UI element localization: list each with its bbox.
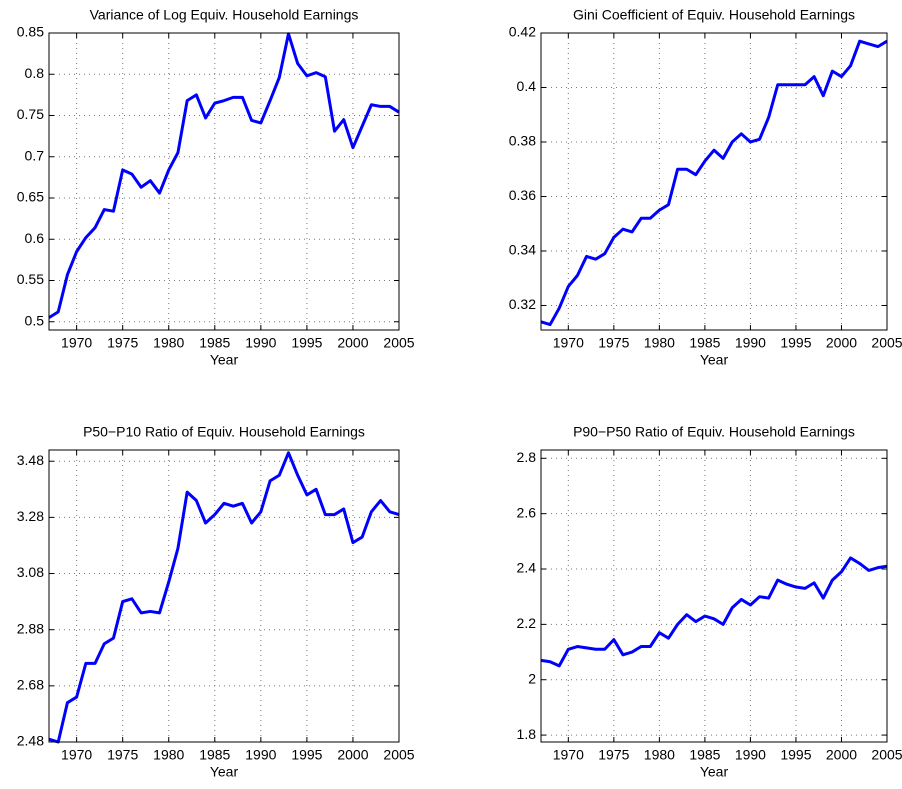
axes-frame: [48, 32, 400, 331]
y-tick-label: 0.85: [17, 24, 44, 40]
x-tick-label: 2000: [337, 335, 368, 351]
y-tick-label: 0.4: [517, 78, 537, 94]
data-line: [540, 556, 888, 668]
y-tick-label: 1.8: [517, 726, 537, 742]
x-tick-label: 2005: [383, 747, 414, 763]
y-tick-label: 0.36: [509, 187, 536, 203]
axes-frame: [48, 449, 400, 743]
y-tick-label: 0.7: [25, 147, 45, 163]
x-tick-label: 1970: [61, 335, 92, 351]
y-tick-label: 2: [528, 670, 536, 686]
x-tick-label: 1995: [780, 747, 811, 763]
y-tick-label: 0.75: [17, 106, 44, 122]
y-tick-label: 2.48: [17, 733, 44, 749]
x-tick-label: 1985: [689, 335, 720, 351]
chart-title: P50−P10 Ratio of Equiv. Household Earnin…: [83, 424, 365, 440]
y-tick-label: 0.32: [509, 296, 536, 312]
y-tick-label: 2.6: [517, 504, 537, 520]
x-tick-label: 1985: [689, 747, 720, 763]
plot-area: [541, 33, 887, 330]
y-tick-label: 0.6: [25, 230, 45, 246]
y-tick-label: 0.34: [509, 242, 536, 258]
x-tick-label: 1975: [598, 335, 629, 351]
x-axis-label: Year: [210, 352, 239, 368]
y-tick-label: 3.48: [17, 452, 44, 468]
y-tick-label: 3.08: [17, 564, 44, 580]
x-tick-label: 2005: [871, 335, 902, 351]
x-tick-label: 2000: [826, 747, 857, 763]
x-axis-label: Year: [210, 764, 239, 780]
x-tick-label: 1985: [199, 335, 230, 351]
chart-title: Variance of Log Equiv. Household Earning…: [90, 7, 359, 23]
data-line: [48, 32, 400, 319]
x-tick-label: 2000: [337, 747, 368, 763]
y-tick-label: 0.38: [509, 133, 536, 149]
y-tick-label: 2.8: [517, 449, 537, 465]
x-tick-label: 1985: [199, 747, 230, 763]
y-tick-label: 0.65: [17, 189, 44, 205]
x-tick-label: 2005: [871, 747, 902, 763]
x-tick-label: 2000: [826, 335, 857, 351]
x-tick-label: 1970: [61, 747, 92, 763]
axes-frame: [540, 32, 888, 331]
x-tick-label: 1990: [735, 747, 766, 763]
x-tick-label: 1990: [735, 335, 766, 351]
x-axis-label: Year: [700, 352, 729, 368]
x-tick-label: 1995: [780, 335, 811, 351]
y-tick-label: 2.4: [517, 560, 537, 576]
y-tick-label: 0.8: [25, 65, 45, 81]
x-tick-label: 1995: [291, 747, 322, 763]
x-tick-label: 1975: [107, 335, 138, 351]
y-tick-label: 0.55: [17, 271, 44, 287]
y-tick-label: 0.5: [25, 312, 45, 328]
x-tick-label: 1975: [107, 747, 138, 763]
plot-area: [541, 450, 887, 742]
x-tick-label: 1980: [644, 747, 675, 763]
y-tick-label: 3.28: [17, 508, 44, 524]
y-tick-label: 2.88: [17, 620, 44, 636]
y-tick-label: 2.68: [17, 677, 44, 693]
plot-area: [49, 450, 399, 742]
data-line: [48, 451, 400, 744]
x-tick-label: 1990: [245, 747, 276, 763]
x-tick-label: 1995: [291, 335, 322, 351]
data-line: [540, 39, 888, 327]
plot-area: [49, 33, 399, 330]
y-tick-label: 2.2: [517, 615, 537, 631]
x-tick-label: 1975: [598, 747, 629, 763]
chart-title: Gini Coefficient of Equiv. Household Ear…: [573, 7, 855, 23]
axes-frame: [540, 449, 888, 743]
chart-title: P90−P50 Ratio of Equiv. Household Earnin…: [573, 424, 855, 440]
x-tick-label: 2005: [383, 335, 414, 351]
x-tick-label: 1980: [153, 747, 184, 763]
x-axis-label: Year: [700, 764, 729, 780]
x-tick-label: 1990: [245, 335, 276, 351]
y-tick-label: 0.42: [509, 24, 536, 40]
x-tick-label: 1980: [644, 335, 675, 351]
x-tick-label: 1980: [153, 335, 184, 351]
x-tick-label: 1970: [553, 335, 584, 351]
x-tick-label: 1970: [553, 747, 584, 763]
